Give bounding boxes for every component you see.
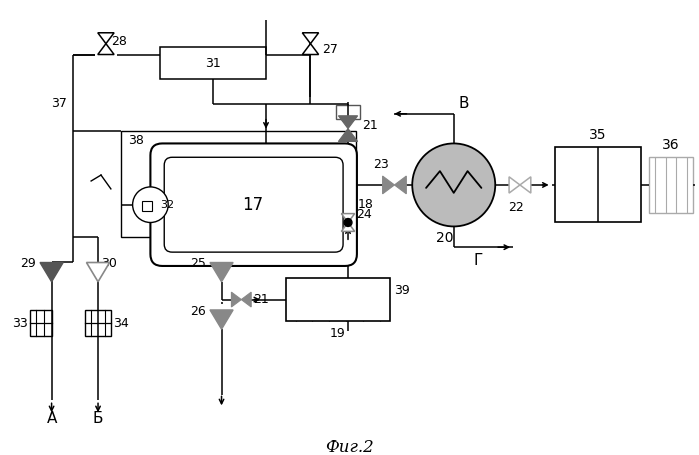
- Polygon shape: [231, 292, 241, 307]
- Polygon shape: [87, 263, 110, 282]
- Polygon shape: [394, 176, 406, 194]
- Text: 37: 37: [52, 97, 67, 111]
- Bar: [336, 105, 360, 119]
- Text: 17: 17: [243, 196, 264, 214]
- Text: В: В: [459, 96, 469, 111]
- Text: 26: 26: [190, 305, 206, 318]
- Polygon shape: [241, 292, 251, 307]
- Polygon shape: [338, 129, 358, 142]
- Bar: [286, 278, 389, 321]
- Circle shape: [344, 218, 352, 227]
- Text: Г: Г: [473, 253, 483, 268]
- Text: 23: 23: [373, 158, 389, 171]
- Polygon shape: [210, 263, 233, 282]
- Text: 30: 30: [101, 258, 117, 270]
- Text: 32: 32: [160, 200, 175, 210]
- Bar: [143, 201, 152, 211]
- Text: Б: Б: [93, 410, 103, 425]
- Polygon shape: [210, 310, 233, 329]
- Text: 31: 31: [205, 57, 220, 70]
- Polygon shape: [40, 263, 63, 282]
- Text: 27: 27: [322, 43, 338, 56]
- Text: 28: 28: [111, 35, 127, 48]
- Text: 20: 20: [436, 232, 454, 245]
- Text: 19: 19: [329, 327, 345, 340]
- FancyBboxPatch shape: [164, 157, 343, 252]
- Text: 36: 36: [663, 138, 680, 152]
- Polygon shape: [520, 177, 531, 193]
- Bar: [30, 310, 52, 336]
- Text: 39: 39: [394, 283, 410, 297]
- Text: 18: 18: [358, 198, 374, 211]
- Polygon shape: [303, 44, 319, 55]
- Text: 21: 21: [253, 293, 269, 306]
- Text: 21: 21: [362, 119, 377, 132]
- Polygon shape: [338, 116, 358, 129]
- Text: 34: 34: [113, 317, 129, 330]
- Polygon shape: [341, 222, 354, 232]
- Circle shape: [412, 143, 496, 227]
- Bar: [85, 310, 111, 336]
- Polygon shape: [303, 33, 319, 44]
- Bar: [554, 147, 642, 222]
- Text: 33: 33: [12, 317, 28, 330]
- Bar: [649, 157, 693, 212]
- FancyBboxPatch shape: [150, 143, 357, 266]
- Text: 25: 25: [190, 258, 206, 270]
- Polygon shape: [98, 44, 114, 55]
- Polygon shape: [382, 176, 394, 194]
- Bar: [121, 131, 356, 238]
- Text: 38: 38: [128, 134, 143, 147]
- Bar: [160, 46, 266, 79]
- Text: 29: 29: [20, 258, 36, 270]
- Text: 22: 22: [508, 201, 524, 214]
- Text: 35: 35: [589, 128, 607, 142]
- Circle shape: [133, 187, 168, 222]
- Polygon shape: [98, 33, 114, 44]
- Text: 24: 24: [356, 208, 372, 221]
- Polygon shape: [341, 213, 354, 222]
- Text: Фиг.2: Фиг.2: [324, 439, 373, 455]
- Text: А: А: [46, 410, 57, 425]
- Polygon shape: [509, 177, 520, 193]
